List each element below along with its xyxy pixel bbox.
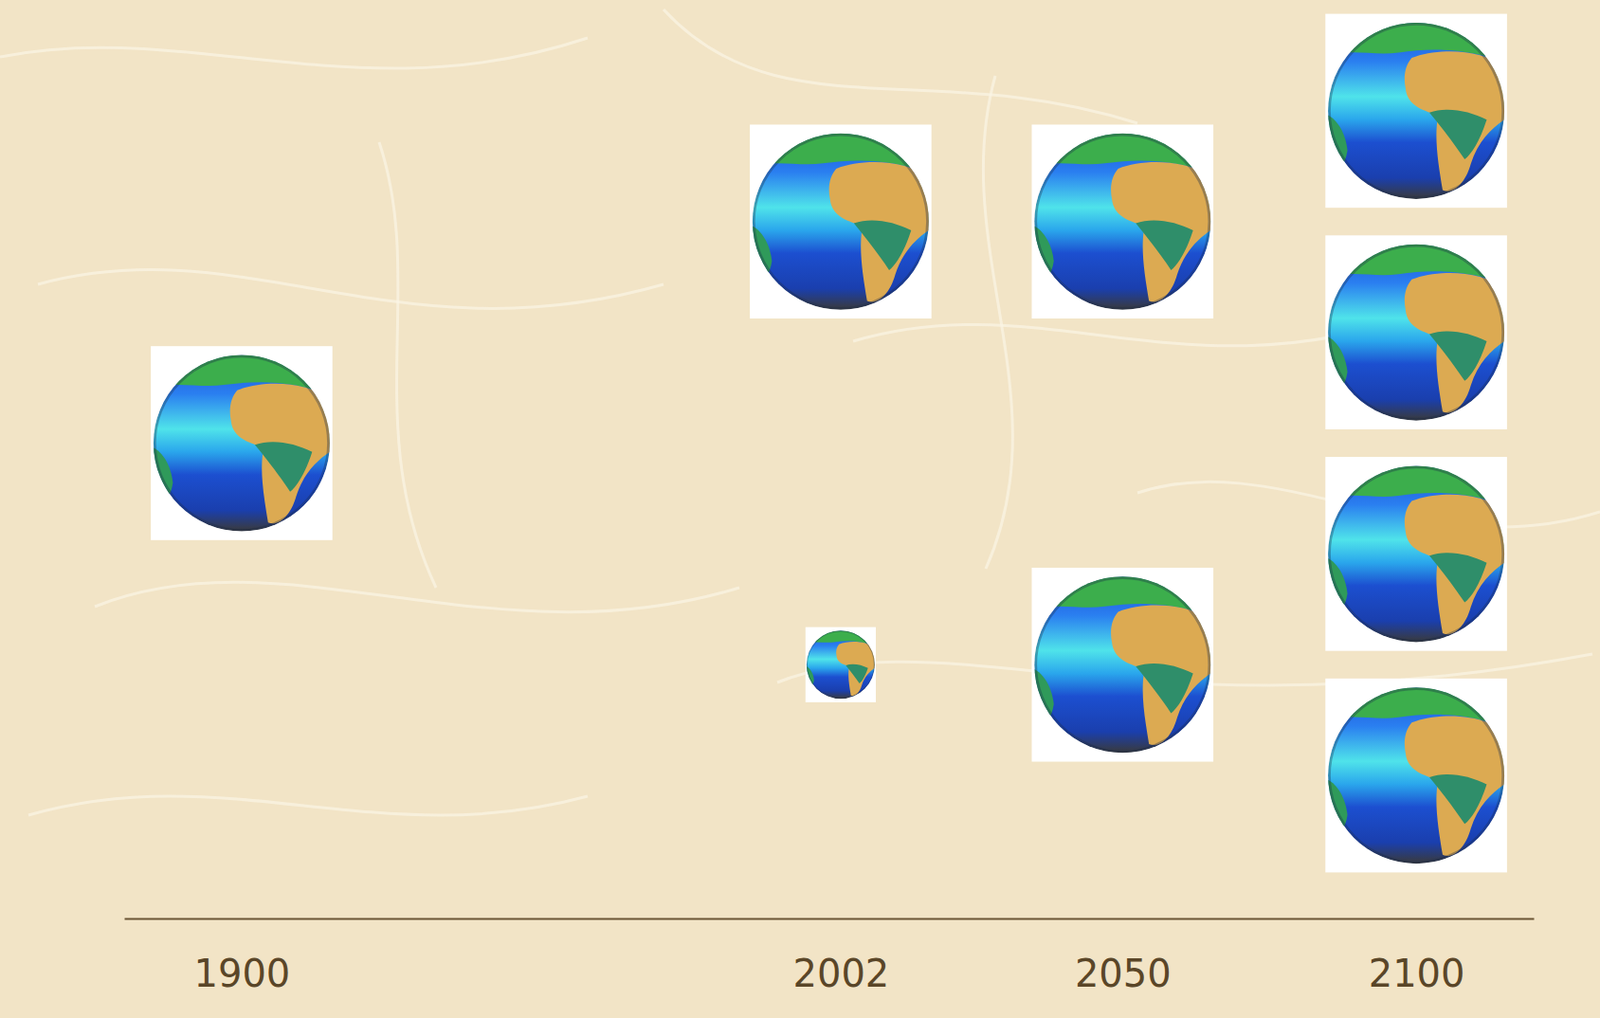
background bbox=[0, 0, 1600, 1018]
tick-label: 2100 bbox=[1368, 951, 1466, 996]
land bbox=[1429, 552, 1487, 602]
land bbox=[1429, 109, 1487, 160]
land bbox=[1135, 663, 1193, 713]
fibre bbox=[37, 270, 664, 310]
globe bbox=[1032, 124, 1215, 319]
globe-rim bbox=[1327, 687, 1505, 864]
tick: 2002 bbox=[792, 918, 890, 996]
land bbox=[230, 383, 330, 525]
globe bbox=[1325, 235, 1508, 430]
globe-rim bbox=[1327, 244, 1505, 421]
globe-backdrop bbox=[1032, 567, 1215, 763]
globe-backdrop bbox=[1032, 124, 1215, 319]
ocean bbox=[1327, 687, 1505, 864]
chart: 1900 2002 2050 2100 bbox=[0, 0, 1600, 1018]
fibre bbox=[982, 75, 1013, 569]
tick: 1900 bbox=[194, 918, 291, 996]
fibre bbox=[379, 142, 437, 588]
ocean bbox=[1327, 244, 1505, 421]
ocean bbox=[1327, 465, 1505, 642]
land bbox=[854, 220, 911, 271]
tick-label: 1900 bbox=[194, 951, 291, 996]
land bbox=[1110, 162, 1211, 303]
ocean bbox=[1034, 133, 1211, 310]
globe-backdrop bbox=[150, 345, 333, 541]
globe-backdrop bbox=[749, 124, 932, 319]
ocean bbox=[752, 133, 929, 310]
globe-backdrop bbox=[1325, 235, 1508, 430]
globe-rim bbox=[806, 630, 875, 699]
fibre bbox=[94, 581, 740, 612]
land bbox=[1404, 272, 1505, 414]
globe bbox=[150, 345, 333, 541]
ocean bbox=[1034, 576, 1211, 753]
tick: 2100 bbox=[1368, 918, 1466, 996]
globe bbox=[1325, 14, 1508, 209]
land bbox=[845, 664, 868, 684]
globe bbox=[1032, 567, 1215, 763]
globe-backdrop bbox=[1325, 14, 1508, 209]
tick-label: 2002 bbox=[792, 951, 890, 996]
land bbox=[829, 162, 929, 303]
land bbox=[254, 441, 312, 491]
land bbox=[1429, 774, 1487, 824]
globe bbox=[1325, 678, 1508, 873]
marks bbox=[150, 14, 1508, 873]
land bbox=[836, 641, 875, 696]
axis-line bbox=[125, 918, 1535, 921]
ocean bbox=[153, 355, 330, 532]
tick-label: 2050 bbox=[1074, 951, 1172, 996]
globe-rim bbox=[1327, 465, 1505, 642]
land bbox=[1404, 494, 1505, 636]
ocean bbox=[1327, 22, 1505, 200]
fibre bbox=[663, 9, 1138, 124]
globe-rim bbox=[153, 355, 330, 532]
ocean bbox=[806, 630, 875, 699]
globe-rim bbox=[1034, 576, 1211, 753]
land bbox=[1135, 220, 1193, 271]
globe bbox=[1325, 456, 1508, 652]
globe-backdrop bbox=[805, 627, 876, 703]
globe-rim bbox=[752, 133, 929, 310]
globe-rim bbox=[1034, 133, 1211, 310]
land bbox=[1110, 605, 1211, 746]
x-axis: 1900 2002 2050 2100 bbox=[125, 918, 1535, 996]
globe bbox=[805, 627, 876, 703]
land bbox=[1404, 51, 1505, 192]
land bbox=[1429, 330, 1487, 381]
globe-rim bbox=[1327, 22, 1505, 200]
globe-backdrop bbox=[1325, 456, 1508, 652]
fibre bbox=[28, 796, 588, 816]
tick: 2050 bbox=[1074, 918, 1172, 996]
land bbox=[1404, 715, 1505, 856]
globe-backdrop bbox=[1325, 678, 1508, 873]
globe bbox=[749, 124, 932, 319]
fibre bbox=[0, 37, 588, 69]
